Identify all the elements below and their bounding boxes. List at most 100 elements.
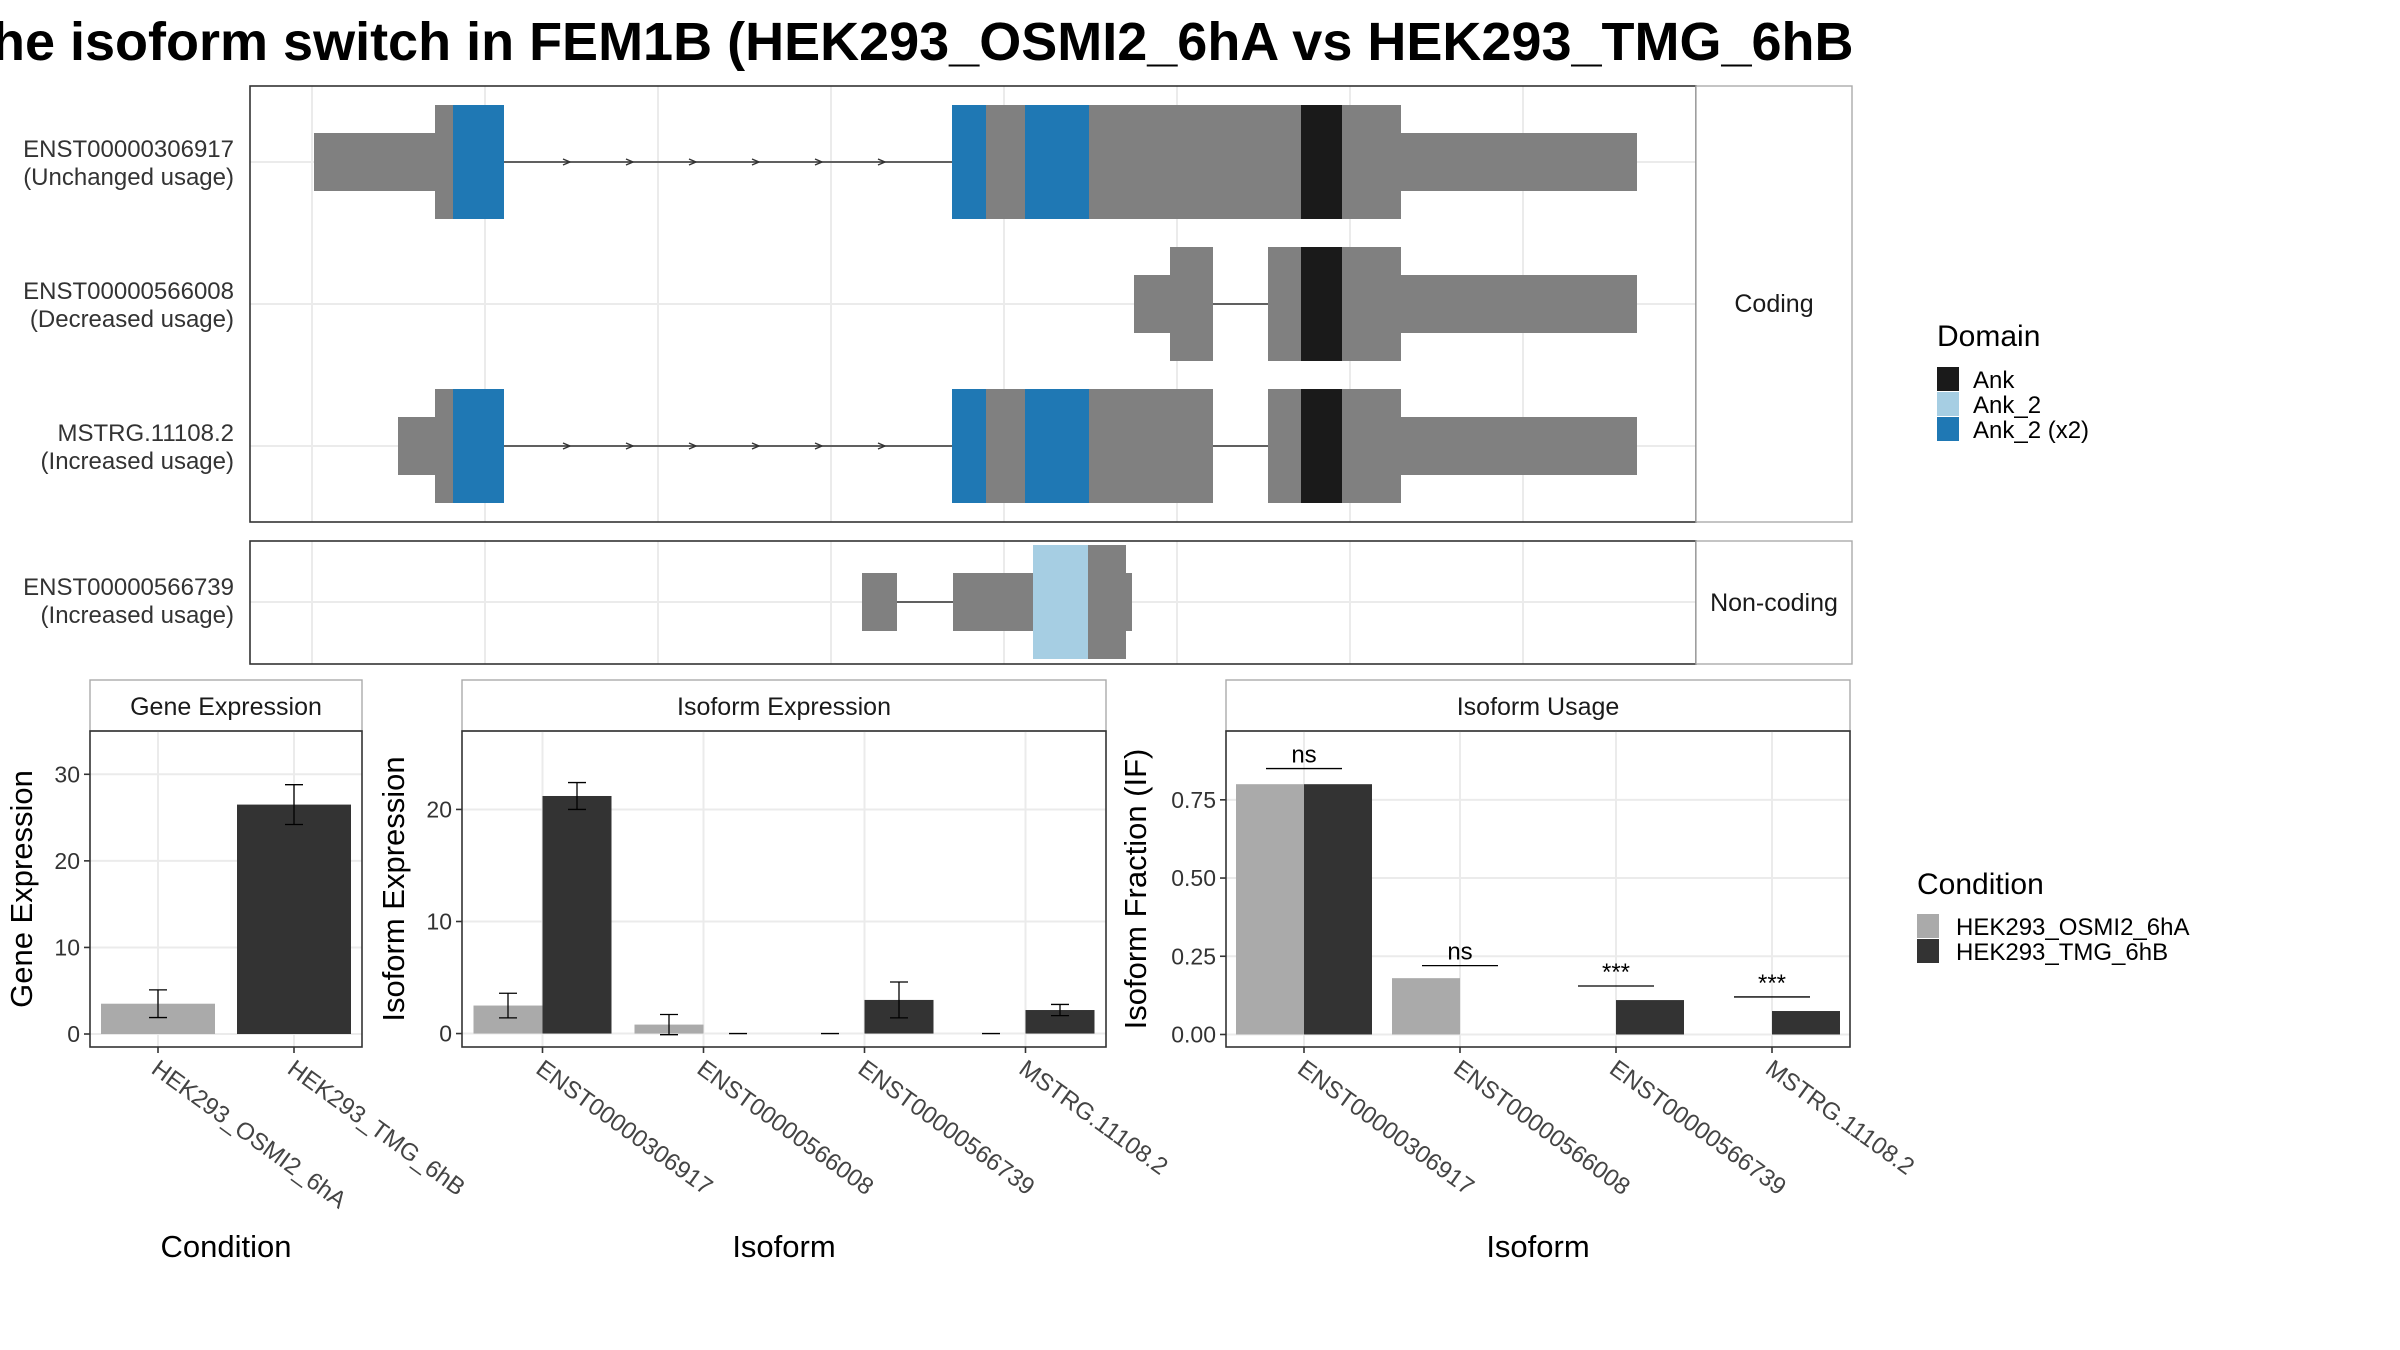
intron-direction-arrow xyxy=(625,158,635,166)
cds-block xyxy=(435,105,453,219)
intron-direction-arrow xyxy=(562,158,572,166)
isoform-expression-panel-border xyxy=(461,730,1107,1048)
gene-expression-strip-title: Gene Expression xyxy=(130,693,322,721)
cds-block xyxy=(1268,247,1301,361)
exon-block xyxy=(862,573,897,631)
isoform-usage-panel-border xyxy=(1225,730,1851,1048)
bar xyxy=(1304,784,1372,1035)
intron-direction-arrow xyxy=(814,158,824,166)
isoform-usage-strip-title: Isoform Usage xyxy=(1457,693,1620,721)
coding-strip xyxy=(1695,85,1853,523)
gene-expression-panel-border xyxy=(89,730,363,1048)
bar xyxy=(1772,1011,1840,1035)
utr-block xyxy=(1401,275,1637,333)
cds-block xyxy=(1089,105,1301,219)
y-tick-label: 10 xyxy=(54,934,80,960)
legend-swatch-osmi2 xyxy=(1917,914,1939,938)
y-tick-label: 0.50 xyxy=(1171,865,1216,891)
isoform-usage-x-axis-title: Isoform xyxy=(1486,1229,1589,1264)
x-tick-label: ENST00000566008 xyxy=(692,1055,878,1201)
y-tick-label: 0 xyxy=(439,1021,452,1047)
transcript-panel-coding: Coding xyxy=(249,85,1853,523)
legend-swatch-ank-2-x2 xyxy=(1937,417,1959,441)
transcript-track xyxy=(314,105,1637,219)
isoform-usage-chart: Isoform Usage 0.000.250.500.75ENST000003… xyxy=(1118,679,1919,1264)
gene-expression-x-axis-title: Condition xyxy=(161,1229,292,1264)
transcript-track xyxy=(1134,247,1637,361)
noncoding-strip xyxy=(1695,540,1853,665)
intron-direction-arrow xyxy=(688,442,698,450)
transcript-row-label: MSTRG.11108.2 xyxy=(57,420,234,447)
isoform-expression-chart: Isoform Expression 01020ENST00000306917E… xyxy=(376,679,1173,1264)
x-tick-label: MSTRG.11108.2 xyxy=(1760,1055,1919,1181)
isoform-usage-y-axis-title: Isoform Fraction (IF) xyxy=(1118,749,1153,1030)
significance-label: ns xyxy=(1291,742,1316,769)
utr-block xyxy=(314,133,435,191)
gene-expression-strip xyxy=(89,679,363,732)
utr-block xyxy=(398,417,435,475)
y-tick-label: 20 xyxy=(54,848,80,874)
domain-ank-2-x2 xyxy=(1025,389,1089,503)
legend-swatch-ank xyxy=(1937,367,1959,391)
y-tick-label: 0 xyxy=(67,1021,80,1047)
legend-swatch-ank-2 xyxy=(1937,392,1959,416)
utr-block xyxy=(1134,275,1170,333)
intron-direction-arrow xyxy=(562,442,572,450)
domain-ank-2-x2 xyxy=(453,105,504,219)
cds-block xyxy=(1089,389,1213,503)
exon-block xyxy=(1088,545,1126,659)
isoform-expression-strip xyxy=(461,679,1107,732)
intron-direction-arrow xyxy=(877,442,887,450)
domain-ank-2-x2 xyxy=(952,389,986,503)
cds-block xyxy=(1342,389,1401,503)
transcript-row-label: ENST00000306917 xyxy=(23,136,234,163)
cds-block xyxy=(435,389,453,503)
bar xyxy=(542,795,612,1034)
exon-block xyxy=(953,573,1033,631)
condition-legend: Condition HEK293_OSMI2_6hA HEK293_TMG_6h… xyxy=(1917,868,2189,966)
bar xyxy=(1236,784,1304,1035)
significance-label: ns xyxy=(1447,939,1472,966)
transcript-row-usage: (Unchanged usage) xyxy=(23,164,234,191)
bar xyxy=(1392,978,1460,1035)
x-tick-label: ENST00000306917 xyxy=(531,1055,717,1201)
intron-direction-arrow xyxy=(625,442,635,450)
cds-block xyxy=(986,389,1025,503)
domain-ank-2-x2 xyxy=(1025,105,1089,219)
domain-legend: Domain Ank Ank_2 Ank_2 (x2) xyxy=(1937,320,2089,444)
domain-ank-2-x2 xyxy=(453,389,504,503)
significance-label: *** xyxy=(1758,970,1786,997)
cds-block xyxy=(1170,247,1213,361)
legend-label-tmg: HEK293_TMG_6hB xyxy=(1956,939,2168,966)
legend-label-ank: Ank xyxy=(1973,367,2015,394)
bar xyxy=(237,804,351,1035)
y-tick-label: 0.25 xyxy=(1171,943,1216,969)
isoform-expression-strip-title: Isoform Expression xyxy=(677,693,891,721)
transcript-row-usage: (Increased usage) xyxy=(41,602,234,629)
transcript-row-label: ENST00000566008 xyxy=(23,278,234,305)
domain-ank-2-x2 xyxy=(952,105,986,219)
legend-label-ank-2: Ank_2 xyxy=(1973,392,2041,419)
domain-ank xyxy=(1301,389,1342,503)
condition-legend-title: Condition xyxy=(1917,868,2044,901)
cds-block xyxy=(986,105,1025,219)
exon-block xyxy=(1126,573,1132,631)
legend-label-ank-2-x2: Ank_2 (x2) xyxy=(1973,417,2089,444)
utr-block xyxy=(1401,417,1637,475)
y-tick-label: 20 xyxy=(426,796,452,822)
x-tick-label: ENST00000566739 xyxy=(853,1055,1039,1201)
transcript-panel-noncoding: Non-coding xyxy=(249,540,1853,665)
intron-direction-arrow xyxy=(814,442,824,450)
intron-direction-arrow xyxy=(751,442,761,450)
transcript-track xyxy=(862,545,1132,659)
domain-ank-2 xyxy=(1033,545,1088,659)
significance-label: *** xyxy=(1602,959,1630,986)
transcript-row-usage: (Decreased usage) xyxy=(30,306,234,333)
cds-block xyxy=(1268,389,1301,503)
transcript-row-usage: (Increased usage) xyxy=(41,448,234,475)
isoform-usage-strip xyxy=(1225,679,1851,732)
isoform-expression-y-axis-title: Isoform Expression xyxy=(376,756,411,1021)
intron-direction-arrow xyxy=(751,158,761,166)
legend-label-osmi2: HEK293_OSMI2_6hA xyxy=(1956,914,2189,941)
